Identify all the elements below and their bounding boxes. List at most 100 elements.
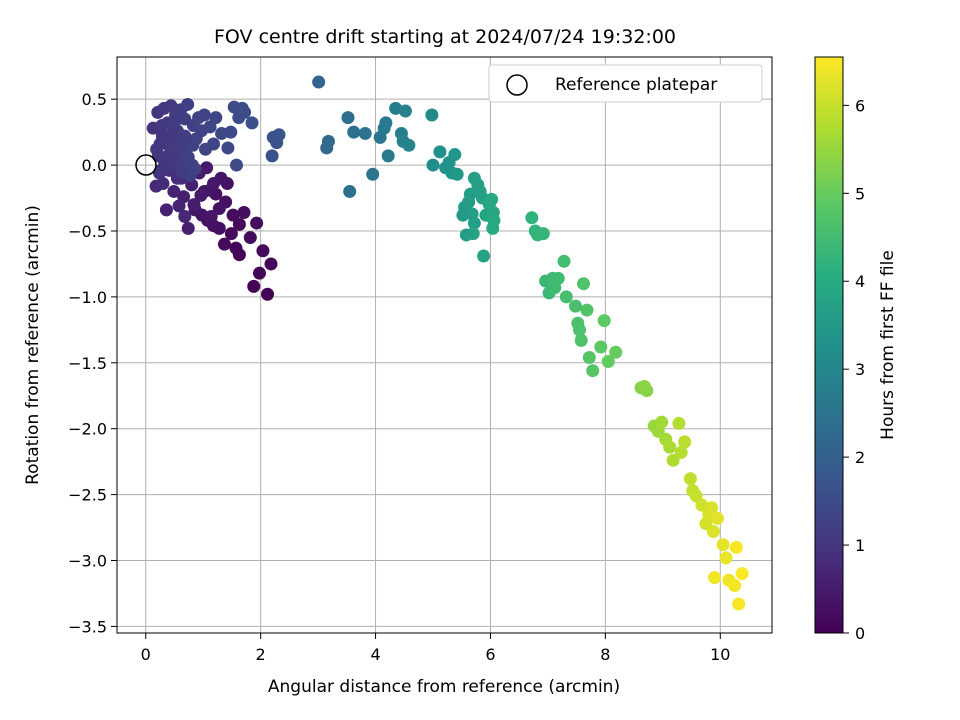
- data-point: [601, 354, 615, 368]
- data-point: [678, 435, 692, 449]
- data-point: [716, 538, 730, 552]
- data-point: [264, 257, 278, 271]
- data-point: [209, 111, 223, 125]
- colorbar-ticks: 0 1 2 3 4 5 6: [843, 96, 865, 643]
- data-point: [224, 125, 238, 139]
- x-tick-label: 10: [710, 645, 730, 664]
- data-point: [230, 158, 244, 172]
- data-point: [637, 380, 651, 394]
- data-point: [463, 187, 477, 201]
- y-tick-label: −2.0: [68, 420, 107, 439]
- x-tick-label: 6: [485, 645, 495, 664]
- data-point: [207, 137, 221, 151]
- data-point: [551, 271, 565, 285]
- data-point: [256, 244, 270, 258]
- data-point: [379, 116, 393, 130]
- data-point: [672, 416, 686, 430]
- legend-box: [488, 64, 763, 103]
- data-point: [181, 97, 195, 111]
- data-point: [525, 211, 539, 225]
- data-point: [574, 333, 588, 347]
- data-point: [358, 126, 372, 140]
- data-point: [217, 237, 231, 251]
- x-axis-ticks: 0 2 4 6 8 10: [141, 633, 730, 664]
- data-point: [229, 241, 243, 255]
- data-point: [172, 199, 186, 213]
- data-point: [204, 209, 218, 223]
- y-tick-label: −0.5: [68, 222, 107, 241]
- colorbar-tick-label: 5: [855, 184, 865, 203]
- colorbar: 0 1 2 3 4 5 6 Hours from first FF file: [814, 56, 898, 643]
- x-tick-label: 4: [370, 645, 380, 664]
- data-point: [366, 167, 380, 181]
- colorbar-label: Hours from first FF file: [878, 250, 898, 440]
- data-point: [577, 277, 591, 291]
- data-point: [573, 323, 587, 337]
- data-point: [683, 472, 697, 486]
- data-point: [705, 501, 719, 515]
- data-point: [266, 130, 280, 144]
- data-point: [226, 208, 240, 222]
- y-tick-label: −3.5: [68, 617, 107, 636]
- data-point: [536, 227, 550, 241]
- data-point: [456, 208, 470, 222]
- data-point: [580, 303, 594, 317]
- colorbar-tick-label: 6: [855, 96, 865, 115]
- data-point: [188, 162, 202, 176]
- data-point: [402, 138, 416, 152]
- legend-marker-icon: [506, 74, 528, 96]
- data-point: [486, 221, 500, 235]
- colorbar-tick-label: 0: [855, 624, 865, 643]
- reference-platepar-marker: [135, 154, 157, 176]
- chart-title: FOV centre drift starting at 2024/07/24 …: [214, 26, 676, 48]
- y-axis-label: Rotation from reference (arcmin): [23, 205, 43, 485]
- data-point: [156, 177, 170, 191]
- x-tick-label: 8: [600, 645, 610, 664]
- data-point: [166, 151, 180, 165]
- data-point: [708, 571, 722, 585]
- data-point: [557, 254, 571, 268]
- data-point: [212, 202, 226, 216]
- colorbar-tick-label: 4: [855, 272, 865, 291]
- data-point: [169, 113, 183, 127]
- x-axis-label: Angular distance from reference (arcmin): [268, 677, 620, 697]
- data-point: [381, 149, 395, 163]
- data-point: [187, 198, 201, 212]
- data-point: [706, 525, 720, 539]
- data-point: [666, 453, 680, 467]
- data-point: [459, 228, 473, 242]
- data-point: [467, 171, 481, 185]
- data-point: [167, 184, 181, 198]
- data-point: [485, 192, 499, 206]
- data-point: [559, 290, 573, 304]
- plot-frame: [116, 56, 773, 634]
- colorbar-tick-label: 3: [855, 360, 865, 379]
- data-point: [582, 351, 596, 365]
- data-point: [586, 364, 600, 378]
- y-tick-label: −3.0: [68, 552, 107, 571]
- data-point: [347, 125, 361, 139]
- y-tick-label: 0.5: [82, 90, 107, 109]
- data-point: [450, 167, 464, 181]
- y-tick-label: −2.5: [68, 486, 107, 505]
- data-point: [655, 415, 669, 429]
- colorbar-tick-label: 2: [855, 448, 865, 467]
- data-point: [265, 149, 279, 163]
- data-point: [312, 75, 326, 89]
- data-point: [252, 266, 266, 280]
- data-point: [433, 145, 447, 159]
- data-point: [178, 129, 192, 143]
- data-point: [729, 540, 743, 554]
- y-tick-label: −1.0: [68, 288, 107, 307]
- data-point: [181, 221, 195, 235]
- data-point: [155, 129, 169, 143]
- legend: Reference platepar: [488, 64, 763, 103]
- data-point: [186, 138, 200, 152]
- legend-label: Reference platepar: [555, 75, 717, 95]
- scatter-points: [146, 75, 749, 611]
- data-point: [569, 299, 582, 313]
- data-point: [398, 104, 412, 118]
- data-point: [477, 249, 491, 263]
- data-point: [237, 206, 251, 220]
